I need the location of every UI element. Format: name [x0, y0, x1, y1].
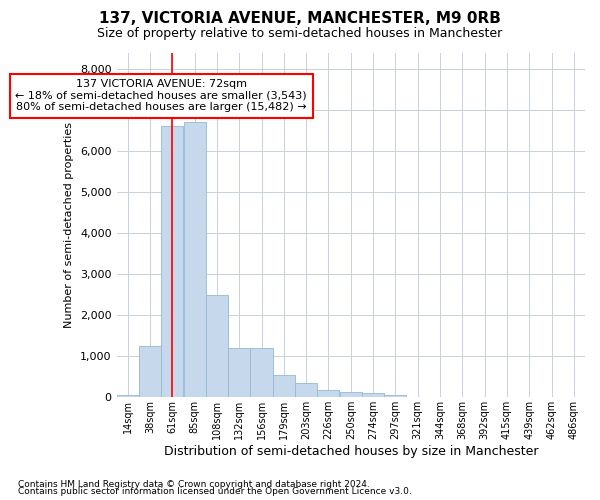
Bar [250, 348, 272, 397]
Bar [184, 122, 206, 397]
Bar [385, 395, 406, 397]
Bar [340, 392, 362, 397]
X-axis label: Distribution of semi-detached houses by size in Manchester: Distribution of semi-detached houses by … [164, 444, 538, 458]
Y-axis label: Number of semi-detached properties: Number of semi-detached properties [64, 122, 74, 328]
Text: 137, VICTORIA AVENUE, MANCHESTER, M9 0RB: 137, VICTORIA AVENUE, MANCHESTER, M9 0RB [99, 11, 501, 26]
Bar [116, 394, 139, 397]
Bar [295, 384, 317, 397]
Bar [362, 392, 384, 397]
Bar [161, 126, 184, 397]
Bar [139, 346, 161, 397]
Bar [228, 348, 250, 397]
Text: Size of property relative to semi-detached houses in Manchester: Size of property relative to semi-detach… [97, 28, 503, 40]
Bar [317, 390, 340, 397]
Bar [273, 375, 295, 397]
Text: Contains HM Land Registry data © Crown copyright and database right 2024.: Contains HM Land Registry data © Crown c… [18, 480, 370, 489]
Text: 137 VICTORIA AVENUE: 72sqm
← 18% of semi-detached houses are smaller (3,543)
80%: 137 VICTORIA AVENUE: 72sqm ← 18% of semi… [16, 79, 307, 112]
Bar [206, 295, 228, 397]
Text: Contains public sector information licensed under the Open Government Licence v3: Contains public sector information licen… [18, 487, 412, 496]
